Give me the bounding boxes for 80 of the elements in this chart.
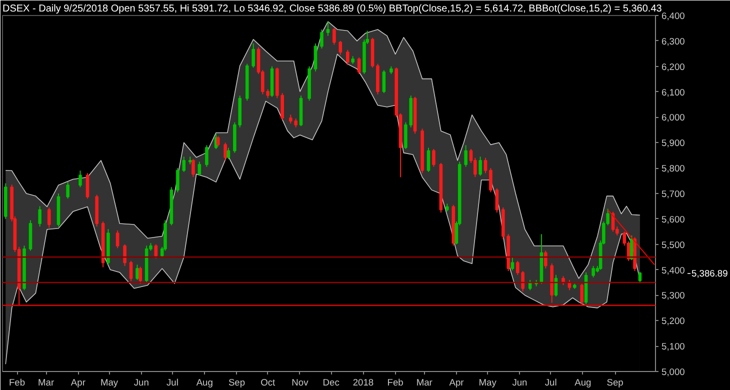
candlestick [478, 156, 482, 176]
candlestick [426, 147, 430, 172]
y-tick-label: 6,100 [662, 87, 685, 98]
candlestick [116, 230, 120, 249]
x-tick-label: Feb [387, 378, 404, 388]
candlestick [205, 144, 208, 168]
y-tick-label: 5,100 [662, 342, 685, 352]
candlestick [489, 168, 492, 193]
candlestick [66, 182, 70, 200]
y-tick-label: 5,000 [662, 367, 685, 377]
x-tick-label: Jun [134, 378, 149, 388]
x-tick-label: Oct [260, 378, 276, 388]
candlestick [78, 170, 82, 188]
x-tick-label: Nov [292, 378, 309, 388]
candlestick [464, 144, 468, 168]
candlestick [192, 158, 195, 178]
candlestick [182, 156, 186, 172]
y-tick-label: 6,400 [662, 11, 685, 21]
y-tick-label: 5,700 [662, 189, 685, 199]
candlestick [484, 157, 488, 174]
candlestick [516, 260, 520, 276]
candlestick [123, 244, 126, 266]
y-tick-label: 5,400 [662, 265, 685, 276]
candlestick [224, 142, 227, 161]
y-tick-label: 5,800 [662, 164, 685, 174]
x-tick-label: Mar [416, 378, 432, 388]
candlestick [314, 42, 318, 72]
candlestick [580, 283, 584, 306]
x-tick-label: Dec [322, 378, 340, 388]
candlestick [382, 70, 386, 94]
x-tick-label: Jun [512, 378, 528, 388]
candlestick [332, 28, 336, 46]
candlestick [216, 136, 220, 147]
candlestick [338, 40, 342, 56]
candlestick [154, 244, 158, 259]
y-tick-label: 5,500 [662, 240, 685, 250]
y-tick-label: 6,000 [662, 112, 685, 123]
x-tick-label: Jul [166, 378, 178, 388]
candlestick [136, 264, 139, 280]
x-tick-label: Sep [228, 378, 246, 388]
candlestick [252, 42, 255, 68]
text: 5,386.89 [692, 268, 728, 279]
candlestick [357, 56, 361, 74]
candlestick [48, 206, 51, 228]
x-tick-label: Mar [38, 378, 54, 388]
x-tick-label: Apr [70, 378, 86, 388]
candlestick [138, 266, 142, 284]
y-tick-label: 5,300 [662, 290, 685, 301]
x-tick-label: May [478, 378, 497, 388]
candlestick [38, 206, 42, 228]
candlestick [326, 21, 330, 36]
y-tick-label: 5,600 [662, 214, 685, 224]
candlestick [320, 28, 324, 50]
x-tick-label: Sep [606, 378, 624, 388]
candlestick [432, 148, 436, 168]
y-tick-label: 5,200 [662, 316, 685, 326]
y-tick-label: 6,300 [662, 36, 685, 46]
candlestick [86, 172, 90, 200]
candlestick [510, 256, 514, 271]
x-tick-label: Jul [544, 378, 557, 388]
candlestick [521, 270, 524, 292]
candlestick [280, 92, 284, 120]
candlestick [129, 260, 133, 282]
candlestick [495, 188, 499, 214]
x-tick-label: Apr [449, 378, 464, 388]
candlestick [176, 168, 180, 193]
candlestick [226, 147, 230, 160]
x-tick-label: Aug [574, 378, 592, 388]
chart-title: DSEX - Daily 9/25/2018 Open 5357.55, Hi 5391.72, Lo 5346.92, Close 5386.89 (0.5%) BBTop(Close,15,2) = 5,614.72, BBBot(Close,15,2) = 5,360.43 [2, 4, 662, 14]
candlestick [592, 265, 595, 278]
x-tick-label: 2018 [352, 378, 374, 388]
y-tick-label: 5,900 [662, 138, 685, 148]
x-tick-label: Feb [8, 378, 26, 388]
y-tick-label: 6,200 [662, 62, 685, 72]
x-tick-label: Aug [196, 378, 213, 388]
candlestick [638, 271, 642, 284]
candlestick [346, 49, 350, 66]
x-tick-label: May [100, 378, 118, 388]
candlestick [544, 250, 548, 270]
candlestick [198, 161, 202, 176]
